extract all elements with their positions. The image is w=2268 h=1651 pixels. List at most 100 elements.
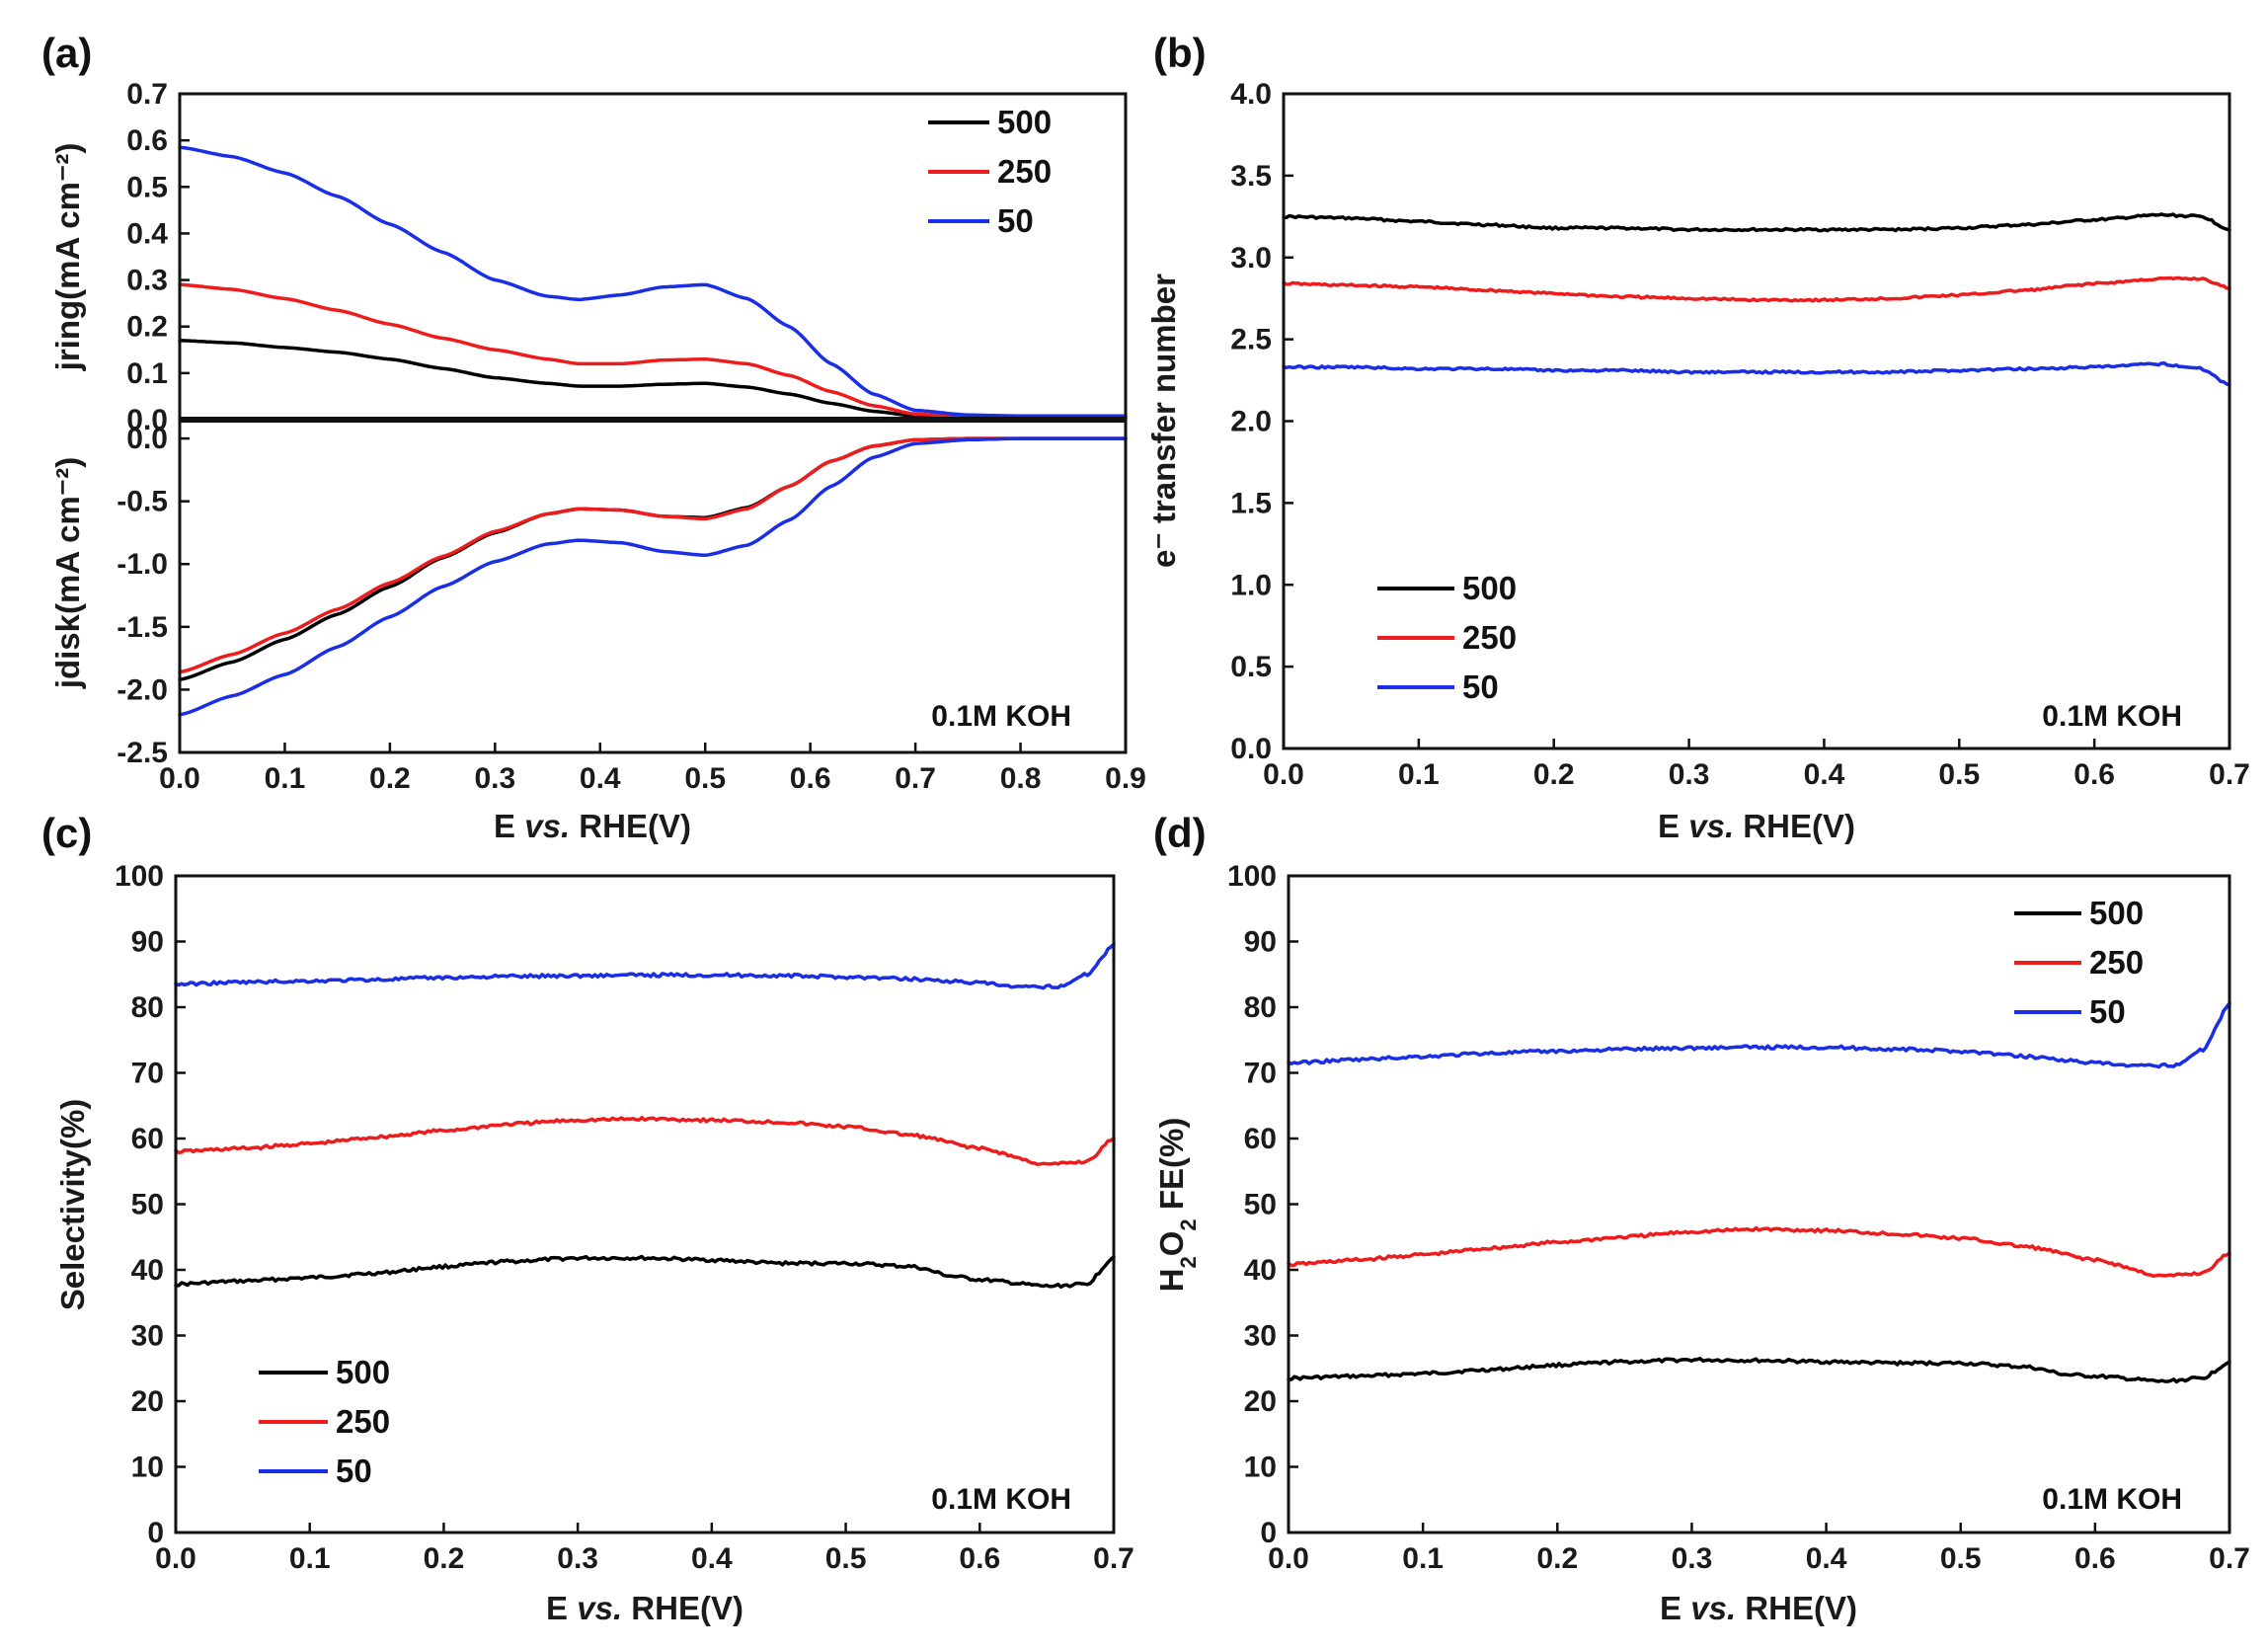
panel-d-frame: [1287, 874, 2231, 1534]
panel-a-lower-series-50-line: [178, 436, 1128, 717]
panel-d-ytick-label: 40: [1244, 1254, 1277, 1287]
panel-d-series-500-line: [1287, 1357, 2231, 1384]
panel-c-ytick-label: 30: [131, 1320, 164, 1353]
panel-c-ytick-label: 90: [131, 926, 164, 959]
panel-a-lower-ytick-label: 0.0: [126, 423, 168, 455]
panel-a: (a) 0.0 0.1 0.2 0.3 0.4 0.5 0.6 0.7 0.0 -0.5 -1.0…: [41, 30, 1146, 844]
panel-d-legend-label-500: 500: [2089, 895, 2144, 931]
panel-a-xtick-label: 0.3: [474, 762, 515, 795]
panel-b-ytick-label: 2.5: [1230, 324, 1272, 356]
panel-a-upper-series-50-line: [178, 145, 1128, 418]
panel-d-annotation: 0.1M KOH: [2042, 1483, 2182, 1516]
panel-d-ytick-label: 20: [1244, 1385, 1277, 1418]
panel-d-series-250-line: [1287, 1225, 2231, 1278]
panel-c-ytick-label: 0: [147, 1517, 164, 1549]
panel-c-xtick-label: 0.2: [424, 1542, 465, 1575]
panel-b-ylabel: e⁻ transfer number: [1145, 274, 1182, 568]
panel-d-xtick-label: 0.5: [1940, 1542, 1982, 1575]
panel-b-series-50-line: [1282, 361, 2231, 387]
panel-a-upper-ytick-label: 0.4: [126, 217, 168, 250]
panel-a-lower-ytick-label: -1.5: [117, 611, 168, 644]
panel-d-series: [1287, 1001, 2231, 1384]
panel-b-xtick-label: 0.2: [1533, 758, 1575, 791]
panel-b-series-250-line: [1282, 275, 2231, 303]
panel-c-xlabel: E vs. RHE(V): [546, 1590, 743, 1626]
panel-c-legend: 500 250 50: [259, 1354, 390, 1489]
panel-a-annotation: 0.1M KOH: [931, 700, 1071, 733]
panel-d-ylabel: H2O2 FE(%): [1153, 1118, 1201, 1293]
panel-c-ytick-label: 40: [131, 1254, 164, 1287]
panel-a-upper-ytick-label: 0.6: [126, 124, 168, 157]
panel-a-lower-ytick-label: -2.0: [117, 673, 168, 706]
panel-d-xtick-label: 0.0: [1268, 1542, 1309, 1575]
panel-a-legend: 500 250 50: [928, 104, 1052, 239]
panel-c: (c) 0 10 20 30 40 50 60 70 80 90 100 0.0 0.1 0.2 0.3 0.…: [41, 810, 1134, 1626]
panel-a-lower-ylabel: jdisk(mA cm⁻²): [49, 457, 86, 689]
panel-c-ticks: 0 10 20 30 40 50 60 70 80 90 100 0.0 0.1 0.2 0.3 0.4 0.5…: [115, 860, 1134, 1575]
panel-d-xtick-label: 0.2: [1536, 1542, 1578, 1575]
panel-c-series: [174, 942, 1116, 1290]
panel-a-xtick-label: 0.0: [159, 762, 200, 795]
panel-a-upper-ticks: 0.0 0.1 0.2 0.3 0.4 0.5 0.6 0.7: [126, 78, 190, 436]
panel-a-xtick-label: 0.4: [580, 762, 621, 795]
panel-c-legend-label-500: 500: [336, 1354, 390, 1390]
panel-b-xtick-label: 0.7: [2209, 758, 2250, 791]
panel-c-xtick-label: 0.5: [825, 1542, 867, 1575]
panel-a-upper-ytick-label: 0.0: [126, 404, 168, 436]
panel-c-xtick-label: 0.7: [1093, 1542, 1134, 1575]
panel-b-legend: 500 250 50: [1377, 570, 1517, 705]
panel-b-ytick-label: 0.5: [1230, 651, 1272, 683]
panel-a-lower-ytick-label: -2.5: [117, 737, 168, 769]
panel-a-xtick-label: 0.6: [790, 762, 831, 795]
panel-c-label: (c): [41, 810, 92, 856]
panel-c-xtick-label: 0.1: [289, 1542, 331, 1575]
panel-a-upper-ytick-label: 0.5: [126, 171, 168, 203]
panel-a-lower-series-250-line: [178, 436, 1128, 674]
panel-a-xtick-label: 0.7: [895, 762, 936, 795]
panel-a-xtick-label: 0.5: [684, 762, 726, 795]
panel-d-ytick-label: 90: [1244, 926, 1277, 959]
panel-b-xlabel: E vs. RHE(V): [1658, 808, 1855, 844]
panel-b-ytick-label: 3.5: [1230, 160, 1272, 193]
panel-d-ytick-label: 80: [1244, 991, 1277, 1024]
panel-a-lower-series: [178, 436, 1128, 717]
panel-b-series-500-line: [1282, 212, 2231, 233]
panel-a-upper-ylabel: jring(mA cm⁻²): [49, 143, 86, 372]
panel-b-xtick-label: 0.0: [1263, 758, 1304, 791]
panel-a-lower-ytick-label: -1.0: [117, 548, 168, 581]
panel-c-annotation: 0.1M KOH: [931, 1483, 1071, 1516]
panel-d-ytick-label: 0: [1260, 1517, 1277, 1549]
panel-d-ytick-label: 70: [1244, 1058, 1277, 1090]
panel-c-series-250-line: [174, 1116, 1116, 1166]
panel-d-series-50-line: [1287, 1001, 2231, 1069]
panel-b-ytick-label: 0.0: [1230, 733, 1272, 765]
panel-a-label: (a): [41, 30, 92, 76]
panel-b-series: [1282, 212, 2231, 387]
panel-c-legend-label-50: 50: [336, 1453, 372, 1489]
panel-b-xtick-label: 0.5: [1938, 758, 1980, 791]
panel-c-ytick-label: 50: [131, 1189, 164, 1221]
panel-c-series-500-line: [174, 1254, 1116, 1290]
panel-d-ytick-label: 50: [1244, 1189, 1277, 1221]
panel-a-legend-label-250: 250: [997, 153, 1052, 190]
panel-c-ylabel: Selectivity(%): [54, 1099, 91, 1311]
panel-d-xtick-label: 0.6: [2074, 1542, 2116, 1575]
panel-b-ytick-label: 4.0: [1230, 78, 1272, 111]
panel-c-series-50-line: [174, 942, 1116, 990]
panel-c-ytick-label: 20: [131, 1385, 164, 1418]
panel-b-ticks: 0.0 0.5 1.0 1.5 2.0 2.5 3.0 3.5 4.0 0.0 0.1 0.2 0.3 0…: [1230, 78, 2250, 791]
panel-c-ytick-label: 60: [131, 1123, 164, 1155]
panel-a-upper-series-500-line: [178, 339, 1128, 421]
panel-d-ytick-label: 60: [1244, 1123, 1277, 1155]
panel-b-legend-label-50: 50: [1462, 668, 1499, 705]
panel-a-lower-series-500-line: [178, 436, 1128, 681]
panel-a-legend-label-500: 500: [997, 104, 1052, 140]
panel-c-legend-label-250: 250: [336, 1403, 390, 1440]
panel-c-frame: [174, 874, 1116, 1534]
panel-a-xtick-label: 0.2: [369, 762, 411, 795]
panel-a-xlabel: E vs. RHE(V): [494, 808, 691, 844]
panel-b: (b) 0.0 0.5 1.0 1.5 2.0 2.5 3.0 3.5 4.0 0.0 0.1 0.2…: [1145, 30, 2250, 844]
panel-d-legend: 500 250 50: [2014, 895, 2144, 1030]
panel-c-ytick-label: 70: [131, 1058, 164, 1090]
